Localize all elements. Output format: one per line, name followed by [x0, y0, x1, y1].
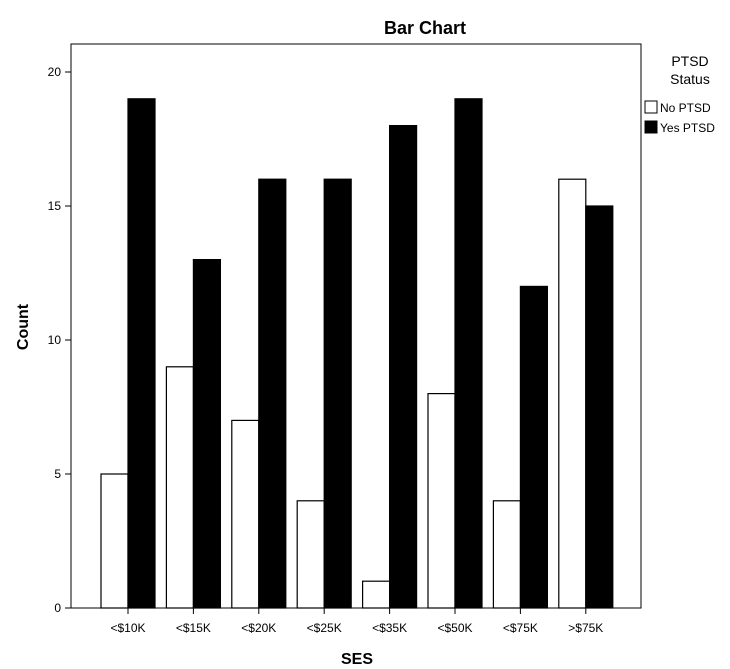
x-tick-label: <$35K	[372, 621, 407, 635]
legend-label-no-ptsd: No PTSD	[660, 101, 711, 115]
bar-no-ptsd	[100, 473, 129, 609]
y-tick-label: 5	[54, 467, 61, 481]
y-axis-title: Count	[15, 303, 32, 350]
bar-yes-ptsd	[389, 124, 418, 609]
y-tick-label: 0	[54, 601, 61, 615]
legend-swatch-no-ptsd	[644, 100, 658, 114]
bar-yes-ptsd	[454, 98, 483, 609]
bar-yes-ptsd	[127, 98, 156, 609]
bar-no-ptsd	[492, 500, 521, 609]
bar-yes-ptsd	[192, 259, 221, 609]
x-tick-label: >$75K	[568, 621, 603, 635]
legend-label-yes-ptsd: Yes PTSD	[660, 121, 715, 135]
x-tick-label: <$15K	[176, 621, 211, 635]
y-tick-label: 20	[48, 65, 62, 79]
chart-title: Bar Chart	[384, 18, 466, 38]
x-tick-label: <$10K	[110, 621, 145, 635]
bar-no-ptsd	[296, 500, 325, 609]
y-tick-label: 15	[48, 199, 62, 213]
x-tick-label: <$50K	[437, 621, 472, 635]
bar-no-ptsd	[231, 419, 260, 609]
bar-yes-ptsd	[258, 178, 287, 609]
bar-no-ptsd	[362, 580, 391, 609]
x-tick-label: <$20K	[241, 621, 276, 635]
x-tick-label: <$75K	[503, 621, 538, 635]
bar-no-ptsd	[558, 178, 587, 609]
bar-yes-ptsd	[585, 205, 614, 609]
legend-swatch-yes-ptsd	[644, 120, 658, 134]
legend-subtitle: Status	[670, 71, 710, 87]
legend: PTSD Status No PTSD Yes PTSD	[644, 53, 715, 135]
bar-yes-ptsd	[519, 285, 549, 609]
bars	[100, 98, 614, 609]
x-tick-label: <$25K	[307, 621, 342, 635]
y-axis: 0 5 10 15 20	[48, 65, 71, 615]
plot-area	[70, 43, 642, 609]
legend-title: PTSD	[671, 53, 708, 69]
bar-no-ptsd	[165, 366, 194, 609]
y-tick-label: 10	[48, 333, 62, 347]
bar-yes-ptsd	[323, 178, 352, 609]
bar-no-ptsd	[427, 393, 456, 609]
x-axis: <$10K <$15K <$20K <$25K <$35K <$50K <$75K >$75K	[110, 608, 603, 635]
x-axis-title: SES	[341, 651, 373, 668]
